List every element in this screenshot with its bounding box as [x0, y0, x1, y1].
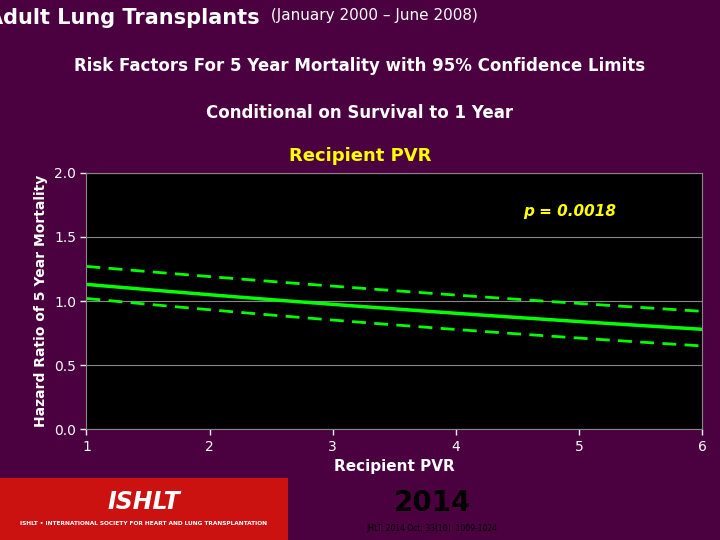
Text: Conditional on Survival to 1 Year: Conditional on Survival to 1 Year: [207, 104, 513, 122]
Bar: [0, 478, 288, 540]
Y-axis label: Hazard Ratio of 5 Year Mortality: Hazard Ratio of 5 Year Mortality: [35, 175, 48, 427]
Text: Recipient PVR: Recipient PVR: [289, 147, 431, 165]
Text: 2014: 2014: [393, 489, 471, 517]
Text: Adult Lung Transplants: Adult Lung Transplants: [0, 8, 259, 29]
X-axis label: Recipient PVR: Recipient PVR: [334, 460, 454, 474]
Text: ISHLT: ISHLT: [107, 490, 181, 514]
Text: JHLT. 2014 Oct; 33(10): 1009-1024: JHLT. 2014 Oct; 33(10): 1009-1024: [366, 524, 498, 534]
Text: (January 2000 – June 2008): (January 2000 – June 2008): [266, 8, 478, 23]
Text: Risk Factors For 5 Year Mortality with 95% Confidence Limits: Risk Factors For 5 Year Mortality with 9…: [74, 57, 646, 75]
Text: p = 0.0018: p = 0.0018: [523, 205, 616, 219]
Text: ISHLT • INTERNATIONAL SOCIETY FOR HEART AND LUNG TRANSPLANTATION: ISHLT • INTERNATIONAL SOCIETY FOR HEART …: [20, 522, 268, 526]
